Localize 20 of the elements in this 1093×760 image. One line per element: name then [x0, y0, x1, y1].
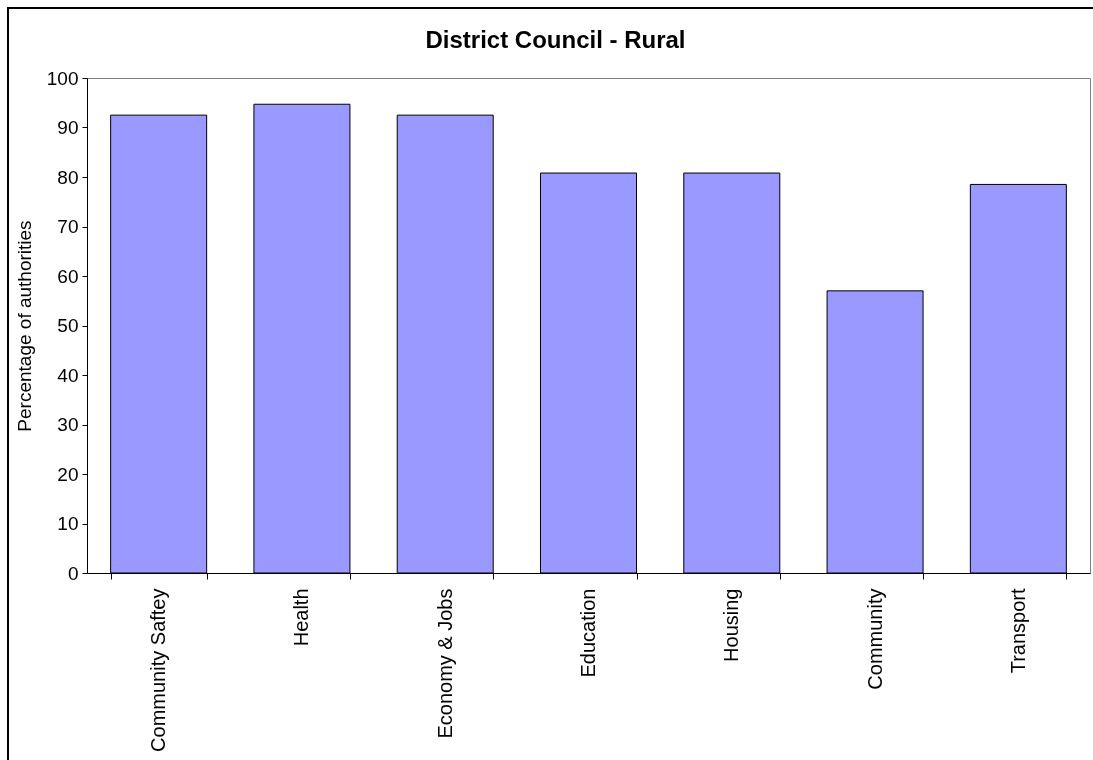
- y-tick-label: 80: [57, 166, 79, 188]
- y-tick-label: 20: [57, 463, 79, 485]
- y-tick-label: 10: [57, 513, 79, 534]
- x-tick-label: Health: [290, 588, 313, 647]
- y-tick-label: 100: [46, 67, 79, 89]
- x-tick-label: Economy & Jobs: [433, 588, 456, 739]
- y-tick-label: 90: [57, 117, 79, 138]
- x-tick-label: Transport: [1006, 588, 1029, 674]
- x-tick-label: Education: [577, 588, 599, 678]
- y-tick-label: 50: [57, 315, 79, 336]
- y-tick-label: 30: [57, 414, 79, 435]
- y-tick-label: 0: [67, 562, 79, 584]
- x-tick-label: Community: [863, 588, 886, 690]
- x-tick-label: Housing: [720, 588, 743, 662]
- y-tick-label: 60: [57, 265, 79, 287]
- chart-title: District Council - Rural: [425, 26, 686, 53]
- y-tick-label: 40: [57, 364, 79, 386]
- y-axis-title: Percentage of authorities: [13, 220, 35, 432]
- y-tick-label: 70: [57, 216, 79, 237]
- x-tick-label: Community Saftey: [147, 588, 170, 752]
